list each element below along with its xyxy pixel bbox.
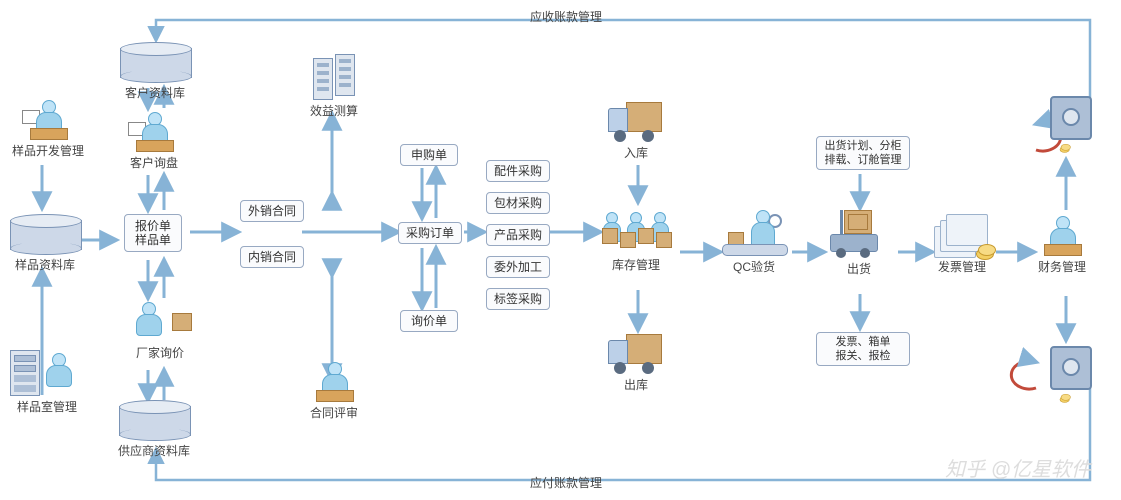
node-qc: QC验货 <box>722 210 786 274</box>
node-quote-sample: 报价单 样品单 <box>124 214 182 252</box>
node-purchase-req: 申购单 <box>400 144 458 166</box>
node-p-label: 标签采购 <box>486 288 550 310</box>
node-shipment: 出货 <box>830 210 888 276</box>
node-p-packing: 包材采购 <box>486 192 550 214</box>
node-p-parts: 配件采购 <box>486 160 550 182</box>
node-sample-room: 样品室管理 <box>10 350 84 414</box>
safe-top-icon <box>1050 96 1092 140</box>
node-price-inquiry: 询价单 <box>400 310 458 332</box>
node-sample-dev: 样品开发管理 <box>12 100 84 158</box>
node-finance: 财务管理 <box>1038 216 1086 274</box>
loop-label-top: 应收账款管理 <box>530 6 602 24</box>
node-customer-db: 客户资料库 <box>120 42 190 100</box>
node-supplier-db: 供应商资料库 <box>118 400 190 458</box>
node-benefit-calc: 效益测算 <box>310 54 358 118</box>
node-factory-inquiry: 厂家询价 <box>128 302 192 360</box>
node-customer-inquiry: 客户询盘 <box>130 112 178 170</box>
node-p-outsrc: 委外加工 <box>486 256 550 278</box>
node-invoice: 发票管理 <box>934 214 990 274</box>
node-ship-note-bot: 发票、箱单 报关、报检 <box>816 332 910 366</box>
node-ship-note-top: 出货计划、分柜 排载、订舱管理 <box>816 136 910 170</box>
node-stock-in: 入库 <box>608 100 664 160</box>
node-export-contract: 外销合同 <box>240 200 304 222</box>
node-contract-review: 合同评审 <box>310 362 358 420</box>
node-domestic-contract: 内销合同 <box>240 246 304 268</box>
safe-bottom-icon <box>1050 346 1092 390</box>
node-stock-out: 出库 <box>608 332 664 392</box>
node-p-product: 产品采购 <box>486 224 550 246</box>
node-purchase-order: 采购订单 <box>398 222 462 244</box>
node-inventory: 库存管理 <box>600 210 672 272</box>
watermark: 知乎 @亿星软件 <box>945 453 1091 482</box>
loop-label-bottom: 应付账款管理 <box>530 472 602 490</box>
node-sample-db: 样品资料库 <box>10 214 80 272</box>
